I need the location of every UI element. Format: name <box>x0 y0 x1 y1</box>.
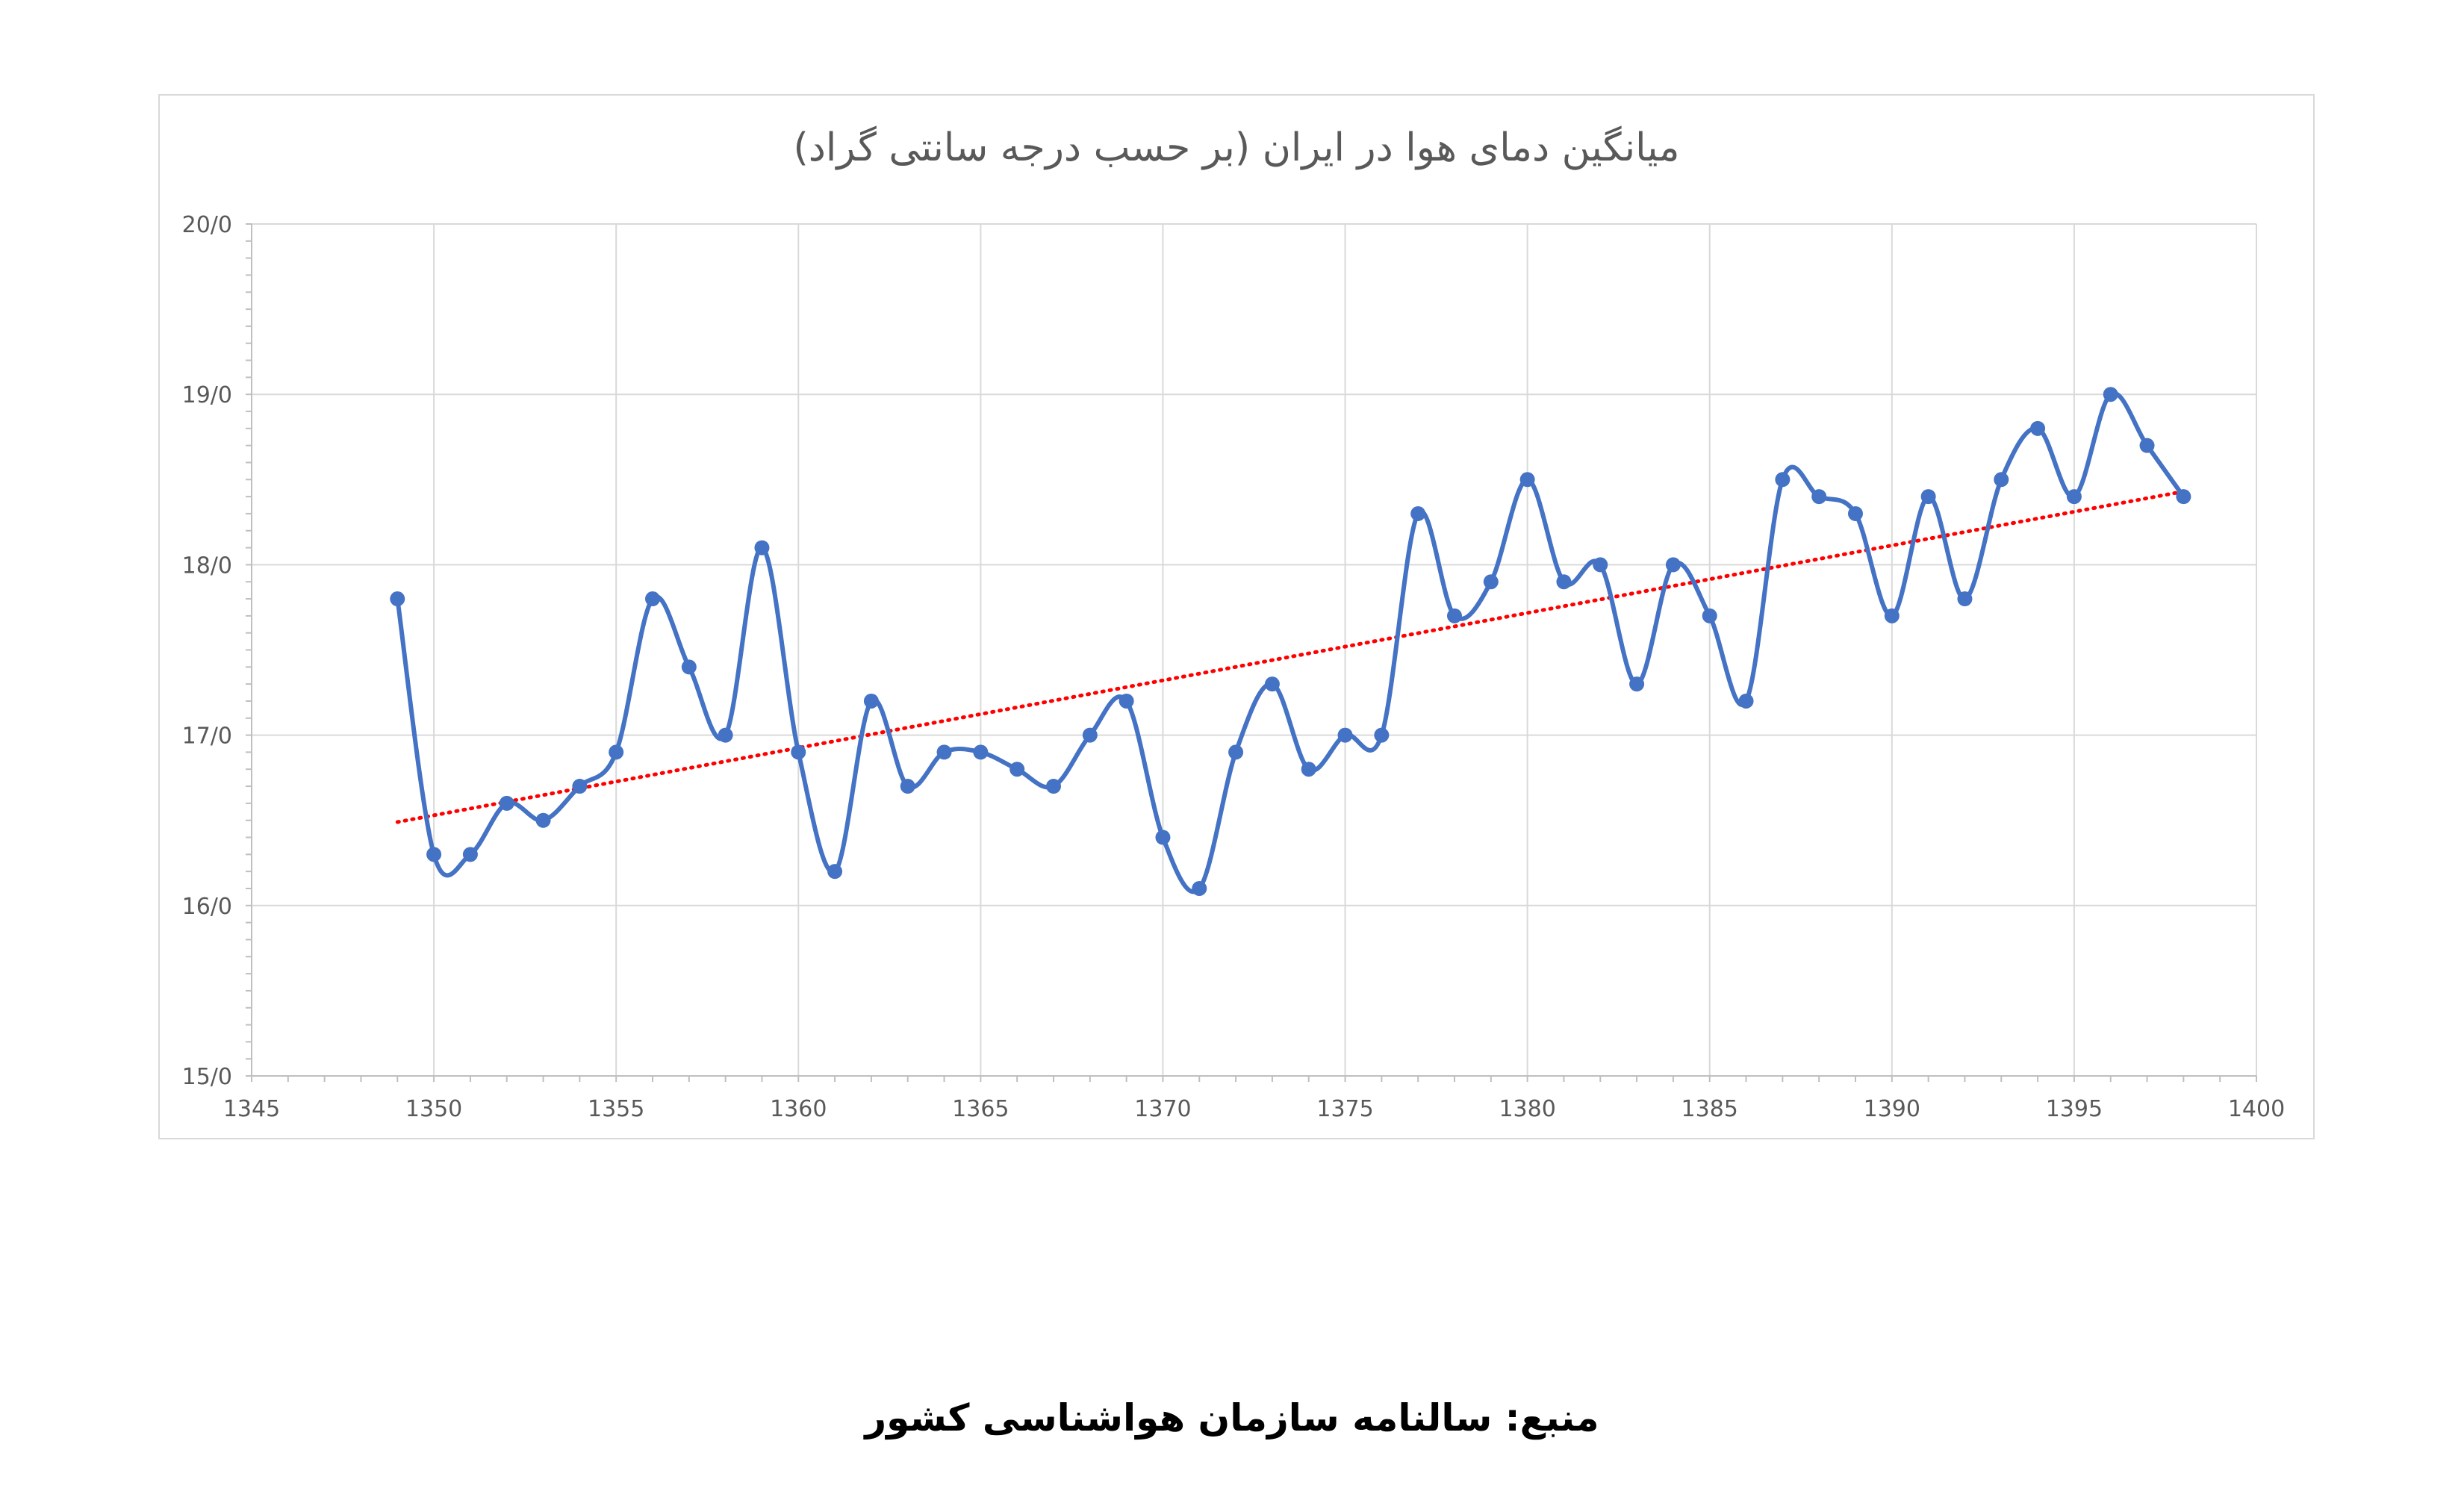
data-point <box>1811 489 1827 505</box>
series-layer <box>390 387 2191 896</box>
data-point <box>1337 727 1353 743</box>
data-point <box>1228 744 1244 760</box>
data-point <box>1519 472 1535 488</box>
data-point <box>936 744 952 760</box>
data-point <box>1447 608 1462 623</box>
data-point <box>900 779 915 794</box>
data-point <box>1410 505 1426 521</box>
data-point <box>1994 472 2009 488</box>
y-tick-label: 18/0 <box>182 553 232 579</box>
y-tick-label: 16/0 <box>182 894 232 920</box>
chart-plot: 15/0 16/0 17/0 18/0 19/0 20/0 1345 1350 1355 1360… <box>182 212 2286 1122</box>
data-point <box>1775 472 1791 488</box>
data-point <box>499 795 514 811</box>
data-point <box>2030 420 2046 436</box>
data-point <box>1702 608 1717 623</box>
data-point <box>572 779 588 794</box>
data-point <box>1665 557 1681 573</box>
data-point <box>681 659 697 675</box>
data-point <box>1556 574 1572 590</box>
data-point <box>1119 693 1134 709</box>
source-note: منبع: سالنامه سازمان هواشناسی کشور <box>865 1396 1599 1440</box>
data-point <box>1264 676 1280 692</box>
data-point <box>1374 727 1390 743</box>
data-point <box>973 744 989 760</box>
data-point <box>535 812 551 828</box>
y-tick-label: 19/0 <box>182 382 232 408</box>
x-tick-label: 1400 <box>2228 1096 2285 1122</box>
data-point <box>1884 608 1900 623</box>
x-tick-label: 1360 <box>770 1096 827 1122</box>
data-point <box>718 727 733 743</box>
y-tick-label: 17/0 <box>182 724 232 750</box>
data-point <box>1738 693 1754 709</box>
data-point <box>462 847 478 862</box>
data-point <box>1957 591 1973 607</box>
x-tick-label: 1380 <box>1499 1096 1555 1122</box>
data-point <box>2066 489 2082 505</box>
data-point <box>1848 505 1863 521</box>
data-point <box>827 864 843 880</box>
data-point <box>754 540 770 556</box>
data-point <box>863 693 879 709</box>
x-tick-label: 1355 <box>588 1096 644 1122</box>
x-tick-label: 1375 <box>1316 1096 1373 1122</box>
data-point <box>791 744 806 760</box>
data-point <box>1629 676 1645 692</box>
gridlines <box>252 223 2257 1076</box>
x-tick-label: 1390 <box>1864 1096 1920 1122</box>
axes <box>246 223 2257 1082</box>
data-point <box>609 744 624 760</box>
chart-title: میانگین دمای هوا در ایران (بر حسب درجه س… <box>793 125 1680 170</box>
data-point <box>1009 762 1025 777</box>
data-point <box>2103 387 2118 402</box>
y-tick-label: 20/0 <box>182 212 232 238</box>
data-point <box>390 591 405 607</box>
data-point <box>2139 438 2155 453</box>
x-tick-label: 1345 <box>223 1096 280 1122</box>
data-point <box>1920 489 1936 505</box>
data-point <box>645 591 660 607</box>
data-point <box>1483 574 1499 590</box>
y-tick-label: 15/0 <box>182 1064 232 1090</box>
data-point <box>2176 489 2191 505</box>
data-point <box>426 847 442 862</box>
x-tick-label: 1385 <box>1681 1096 1738 1122</box>
data-point <box>1046 779 1061 794</box>
x-tick-label: 1395 <box>2046 1096 2103 1122</box>
chart-frame: میانگین دمای هوا در ایران (بر حسب درجه س… <box>158 94 2315 1139</box>
x-tick-label: 1365 <box>952 1096 1009 1122</box>
x-tick-label: 1350 <box>405 1096 462 1122</box>
series-line <box>395 390 2186 894</box>
data-point <box>1301 762 1316 777</box>
data-point <box>1192 880 1207 896</box>
x-tick-label: 1370 <box>1134 1096 1191 1122</box>
tick-labels: 15/0 16/0 17/0 18/0 19/0 20/0 1345 1350 1355 1360… <box>182 212 2286 1122</box>
data-point <box>1155 830 1171 845</box>
data-point <box>1082 727 1098 743</box>
data-point <box>1593 557 1608 573</box>
